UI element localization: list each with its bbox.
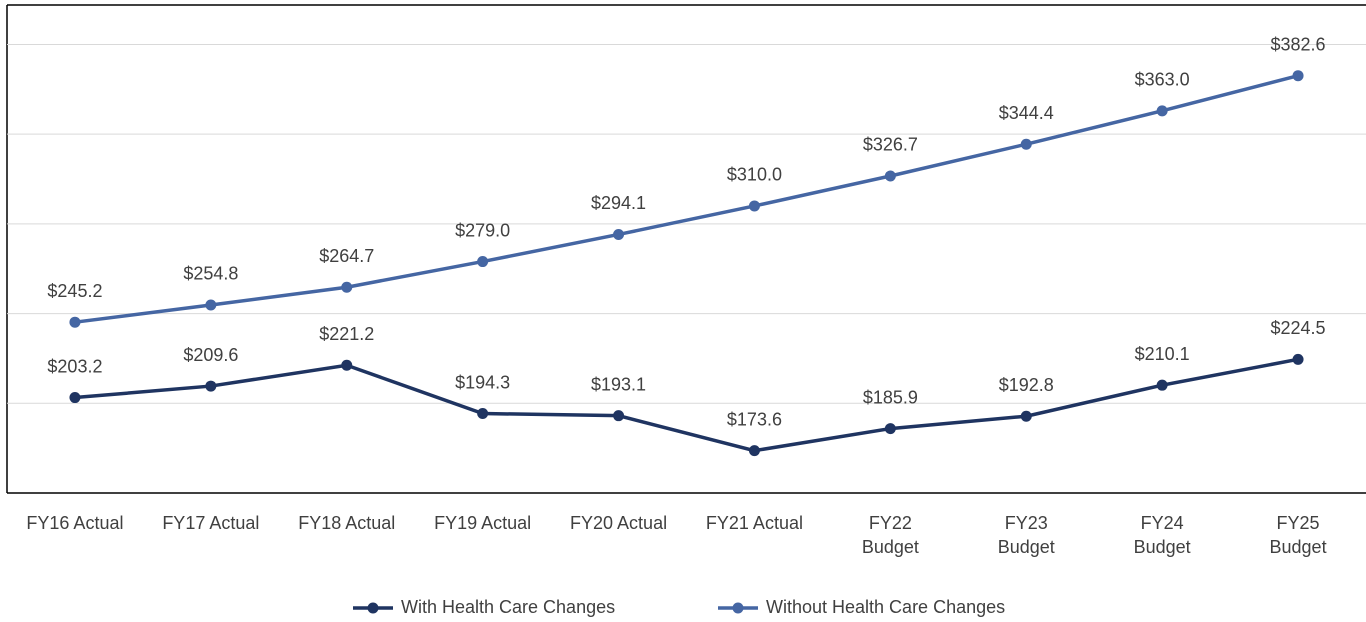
- data-label: $224.5: [1271, 318, 1326, 338]
- data-point: [205, 380, 217, 392]
- data-point: [884, 170, 896, 182]
- data-label: $173.6: [727, 409, 782, 429]
- data-label: $203.2: [47, 356, 102, 376]
- legend-swatch: [367, 602, 379, 614]
- data-point: [748, 200, 760, 212]
- data-point: [69, 316, 81, 328]
- data-point: [1156, 105, 1168, 117]
- data-point: [1292, 353, 1304, 365]
- x-tick-label: FY17 Actual: [162, 513, 260, 533]
- data-point: [1020, 410, 1032, 422]
- data-label: $185.9: [863, 387, 918, 407]
- x-tick-label: FY19 Actual: [434, 513, 532, 533]
- data-label: $264.7: [319, 246, 374, 266]
- data-point: [477, 408, 489, 420]
- data-label: $209.6: [183, 345, 238, 365]
- x-tick-label: FY22 Budget: [861, 513, 919, 557]
- data-point: [341, 359, 353, 371]
- data-point: [1156, 379, 1168, 391]
- legend-label: With Health Care Changes: [401, 597, 615, 617]
- data-label: $193.1: [591, 374, 646, 394]
- data-label: $382.6: [1271, 34, 1326, 54]
- data-point: [884, 423, 896, 435]
- data-label: $221.2: [319, 324, 374, 344]
- data-point: [69, 392, 81, 404]
- x-tick-label: FY20 Actual: [570, 513, 668, 533]
- data-label: $326.7: [863, 135, 918, 155]
- data-point: [748, 445, 760, 457]
- data-label: $254.8: [183, 264, 238, 284]
- data-point: [205, 299, 217, 311]
- data-point: [613, 410, 625, 422]
- data-label: $344.4: [999, 103, 1054, 123]
- legend-label: Without Health Care Changes: [766, 597, 1005, 617]
- data-label: $192.8: [999, 375, 1054, 395]
- data-label: $194.3: [455, 372, 510, 392]
- data-label: $310.0: [727, 165, 782, 185]
- x-tick-label: FY25 Budget: [1269, 513, 1327, 557]
- x-tick-label: FY23 Budget: [997, 513, 1055, 557]
- data-label: $210.1: [1135, 344, 1190, 364]
- data-label: $245.2: [47, 281, 102, 301]
- data-point: [1020, 138, 1032, 150]
- x-tick-label: FY18 Actual: [298, 513, 396, 533]
- data-point: [477, 256, 489, 268]
- data-point: [1292, 70, 1304, 82]
- data-point: [613, 228, 625, 240]
- series-line: [74, 73, 1299, 324]
- x-tick-label: FY24 Budget: [1133, 513, 1191, 557]
- data-label: $363.0: [1135, 70, 1190, 90]
- legend-swatch: [732, 602, 744, 614]
- data-point: [341, 281, 353, 293]
- series-line: [74, 357, 1299, 453]
- data-label: $279.0: [455, 220, 510, 240]
- x-tick-label: FY16 Actual: [26, 513, 124, 533]
- x-tick-label: FY21 Actual: [705, 513, 803, 533]
- data-label: $294.1: [591, 193, 646, 213]
